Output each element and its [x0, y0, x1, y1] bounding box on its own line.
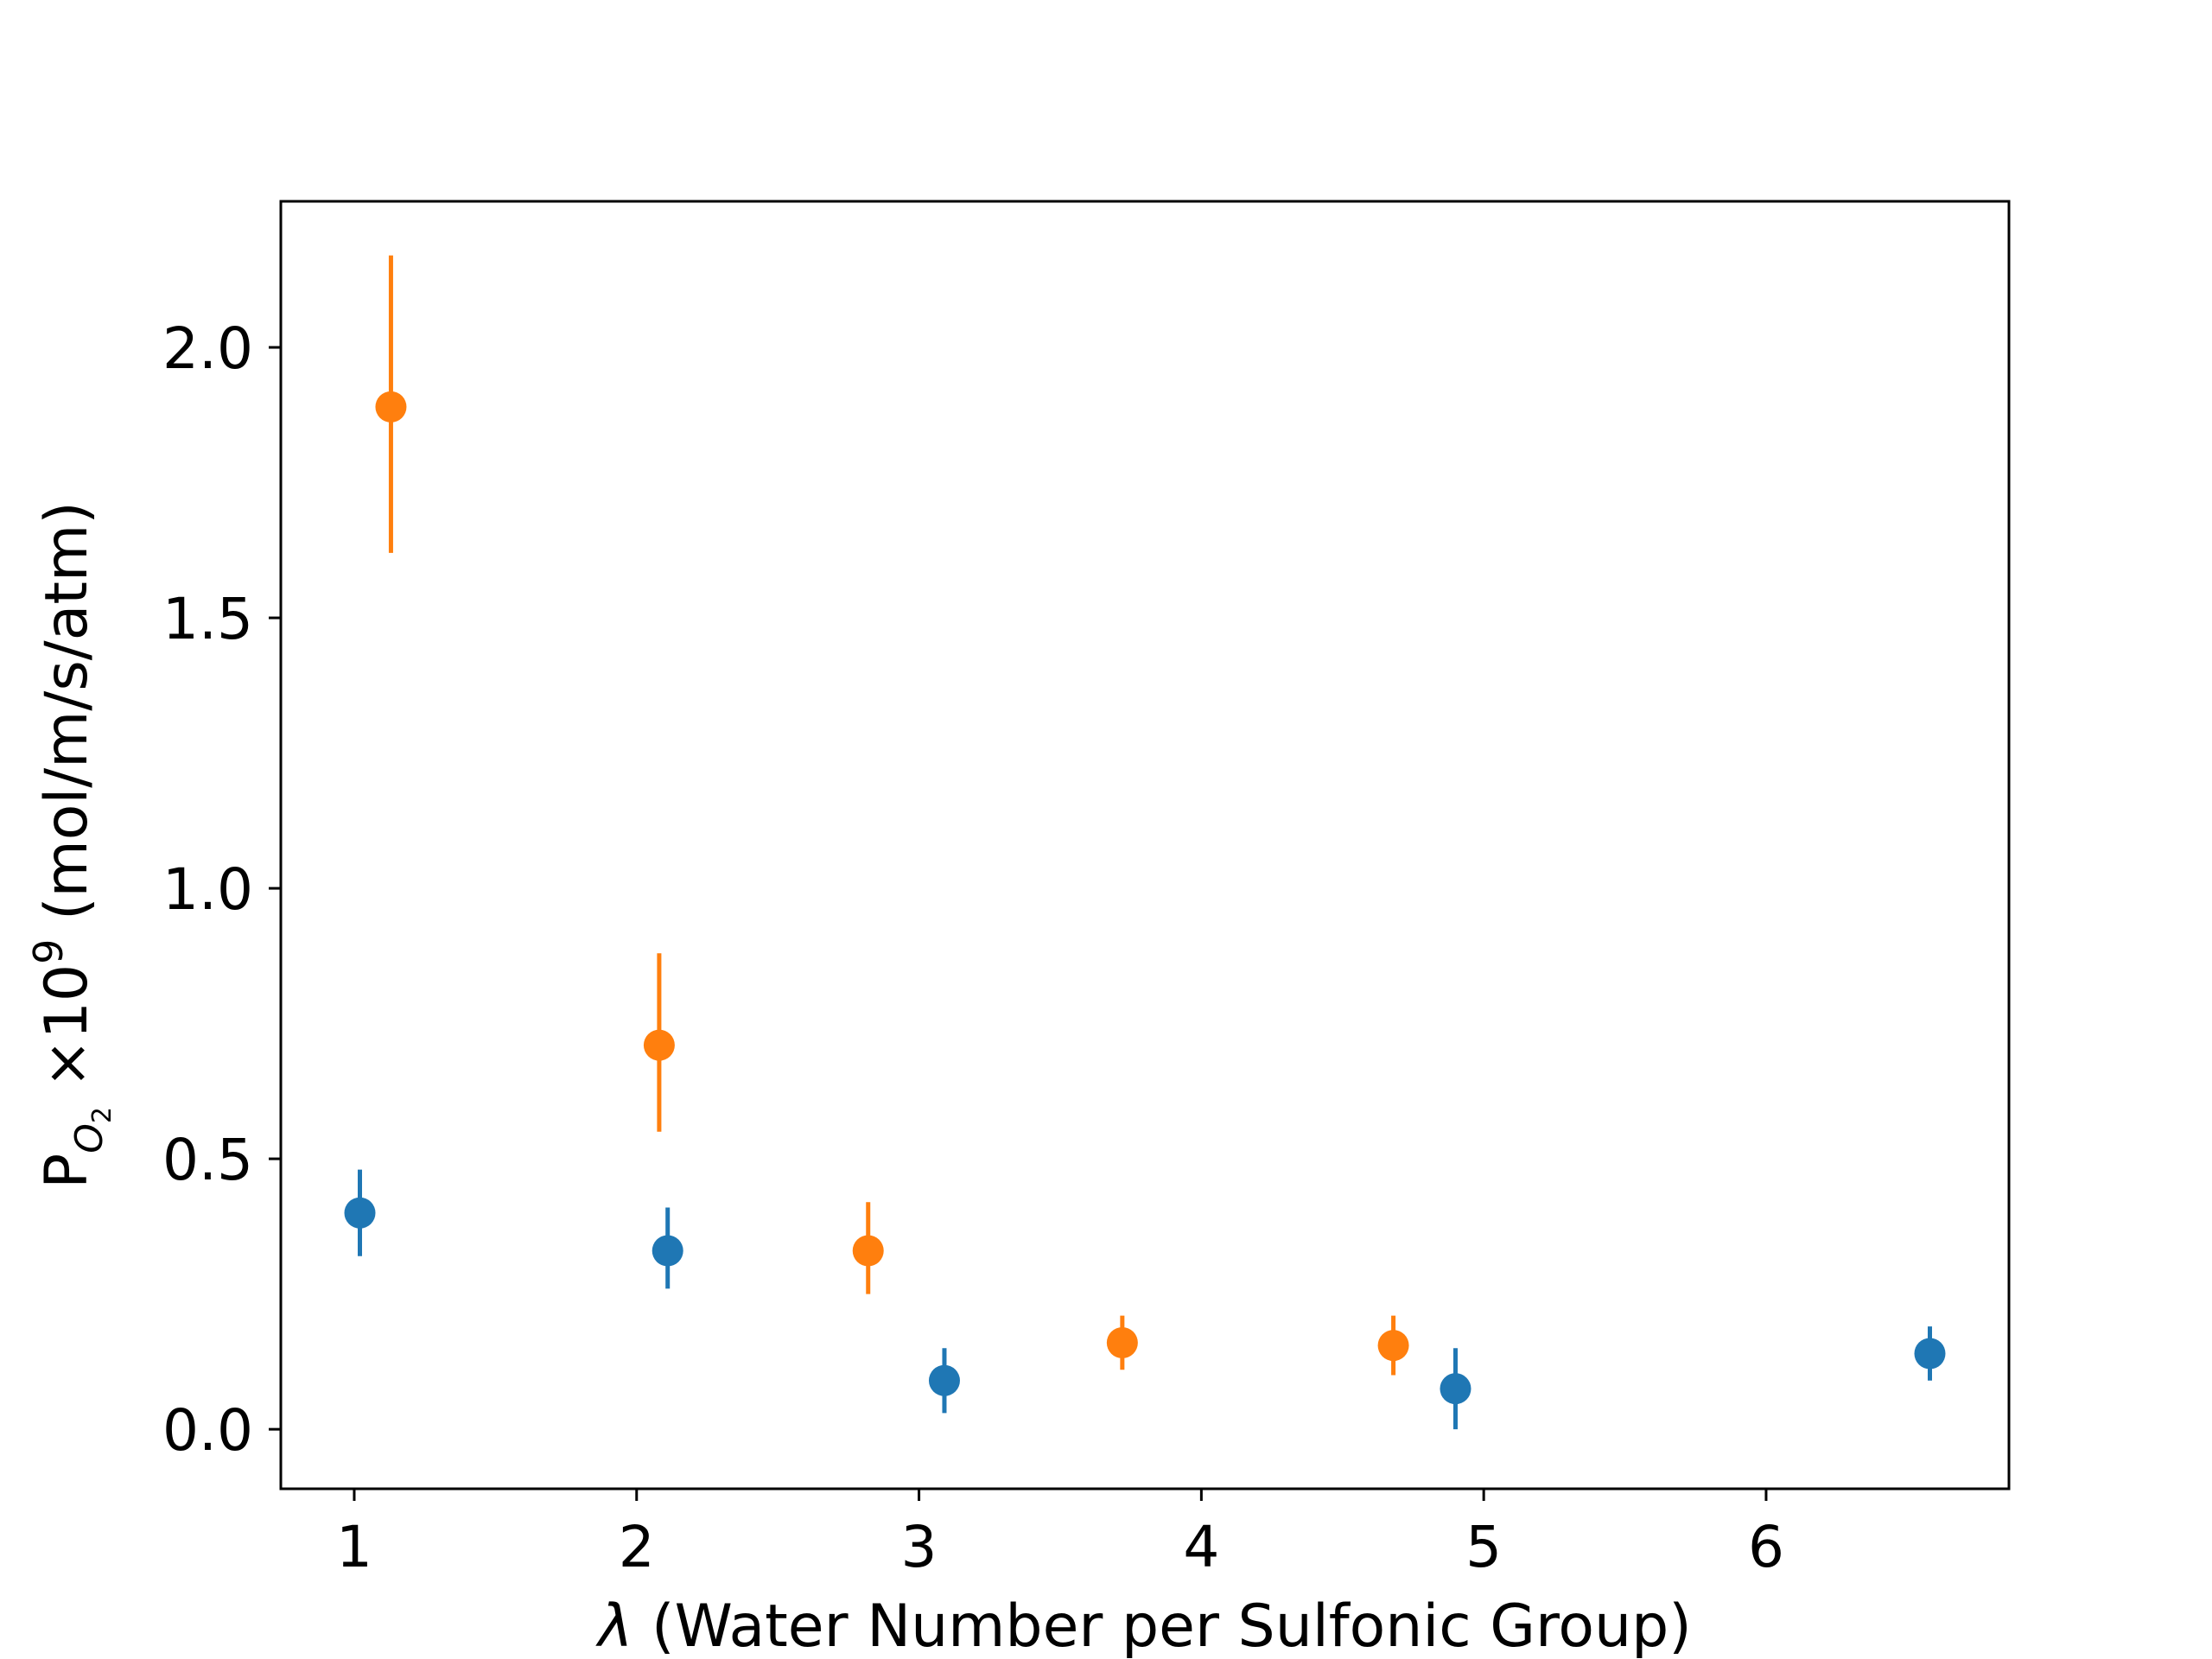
data-point [1440, 1373, 1471, 1405]
x-tick-label: 2 [619, 1514, 655, 1580]
series-1 [375, 255, 1409, 1376]
y-label-multiplier: ×10 [33, 964, 101, 1107]
y-axis-label: PO2 ×109 (mol/m/s/atm) [25, 501, 118, 1189]
data-point [1914, 1338, 1946, 1370]
x-axis-label: λ (Water Number per Sulfonic Group) [595, 1592, 1692, 1659]
y-tick-label: 1.5 [162, 586, 253, 652]
y-label-subscript-sub: 2 [87, 1107, 118, 1123]
data-point [852, 1235, 884, 1267]
y-tick-label: 2.0 [162, 315, 253, 382]
data-point [375, 391, 407, 423]
x-tick-label: 3 [901, 1514, 938, 1580]
plot-area [344, 255, 1946, 1430]
y-label-base: P [33, 1154, 101, 1189]
y-label-exponent: 9 [25, 939, 72, 964]
y-axis: 0.0 0.5 1.0 1.5 2.0 [162, 315, 281, 1464]
x-axis: 1 2 3 4 5 6 [336, 1489, 1784, 1580]
data-point [928, 1364, 960, 1396]
data-point [1106, 1326, 1138, 1358]
x-axis-label-text: (Water Number per Sulfonic Group) [632, 1592, 1691, 1659]
x-axis-label-symbol: λ [595, 1592, 632, 1659]
y-axis-label-text: PO2 ×109 (mol/m/s/atm) [25, 501, 118, 1189]
y-tick-label: 0.5 [162, 1127, 253, 1193]
y-label-subscript-base: O [67, 1123, 111, 1154]
data-point [344, 1197, 376, 1229]
x-tick-label: 6 [1748, 1514, 1784, 1580]
y-tick-label: 1.0 [162, 856, 253, 923]
data-point [652, 1235, 683, 1267]
series-0 [344, 1169, 1946, 1430]
x-tick-label: 1 [336, 1514, 372, 1580]
x-tick-label: 4 [1183, 1514, 1219, 1580]
data-point [643, 1029, 675, 1061]
y-label-unit: (mol/m/s/atm) [33, 501, 101, 938]
y-tick-label: 0.0 [162, 1397, 253, 1464]
data-point [1377, 1330, 1409, 1362]
plot-frame [279, 200, 2011, 1491]
x-tick-label: 5 [1465, 1514, 1502, 1580]
